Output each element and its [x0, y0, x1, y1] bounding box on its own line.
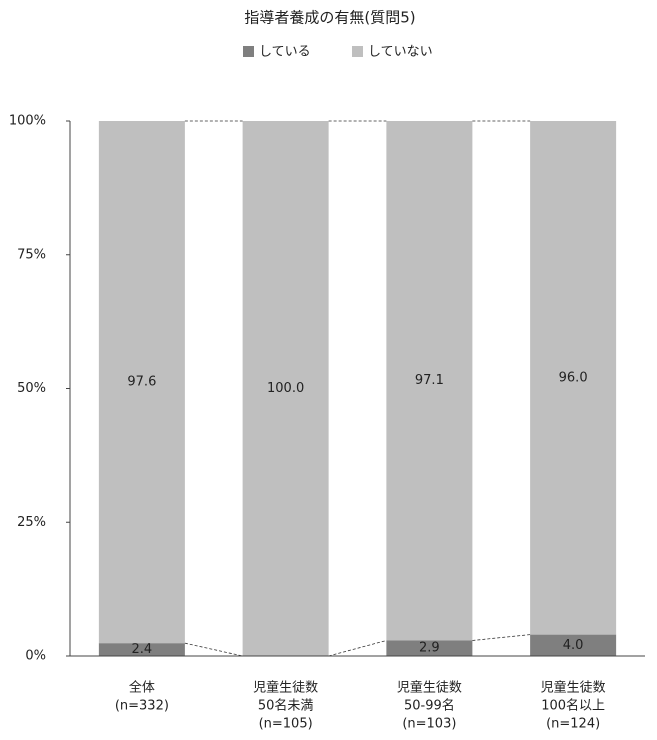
- y-tick-label: 50%: [17, 381, 46, 396]
- value-label: 4.0: [563, 638, 584, 653]
- legend-swatch: [243, 46, 254, 57]
- bar-segment: [242, 121, 329, 656]
- x-tick-label: 50-99名: [404, 698, 455, 714]
- value-label: 97.6: [127, 375, 156, 390]
- y-tick-label: 0%: [25, 649, 46, 664]
- x-tick-label: (n=103): [402, 717, 456, 732]
- bar-segment: [386, 121, 473, 641]
- x-tick-label: (n=105): [259, 717, 313, 732]
- value-label: 97.1: [415, 373, 444, 388]
- x-tick-label: 100名以上: [541, 698, 605, 714]
- connector-line: [328, 640, 387, 657]
- y-tick-label: 100%: [9, 114, 46, 129]
- x-tick-label: 児童生徒数: [541, 680, 606, 696]
- y-tick-label: 25%: [17, 515, 46, 530]
- chart-title: 指導者養成の有無(質問5): [244, 9, 415, 27]
- x-tick-label: 児童生徒数: [253, 680, 318, 696]
- legend-swatch: [352, 46, 363, 57]
- legend-label: している: [259, 45, 311, 60]
- bar-segment: [530, 121, 617, 635]
- connector-line: [184, 642, 243, 657]
- value-label: 96.0: [559, 370, 588, 385]
- connector-line: [472, 634, 531, 641]
- x-tick-label: (n=332): [115, 699, 169, 714]
- bar-segment: [98, 643, 185, 656]
- value-label: 100.0: [267, 381, 304, 396]
- x-tick-label: 児童生徒数: [397, 680, 462, 696]
- legend-label: していない: [368, 45, 433, 60]
- bar-segment: [98, 121, 185, 644]
- bar-segment: [386, 640, 473, 656]
- bar-segment: [530, 634, 617, 656]
- x-tick-label: (n=124): [546, 717, 600, 732]
- value-label: 2.9: [419, 641, 440, 656]
- x-tick-label: 全体: [129, 680, 155, 696]
- y-tick-label: 75%: [17, 247, 46, 262]
- value-label: 2.4: [132, 642, 153, 657]
- x-tick-label: 50名未満: [258, 698, 314, 714]
